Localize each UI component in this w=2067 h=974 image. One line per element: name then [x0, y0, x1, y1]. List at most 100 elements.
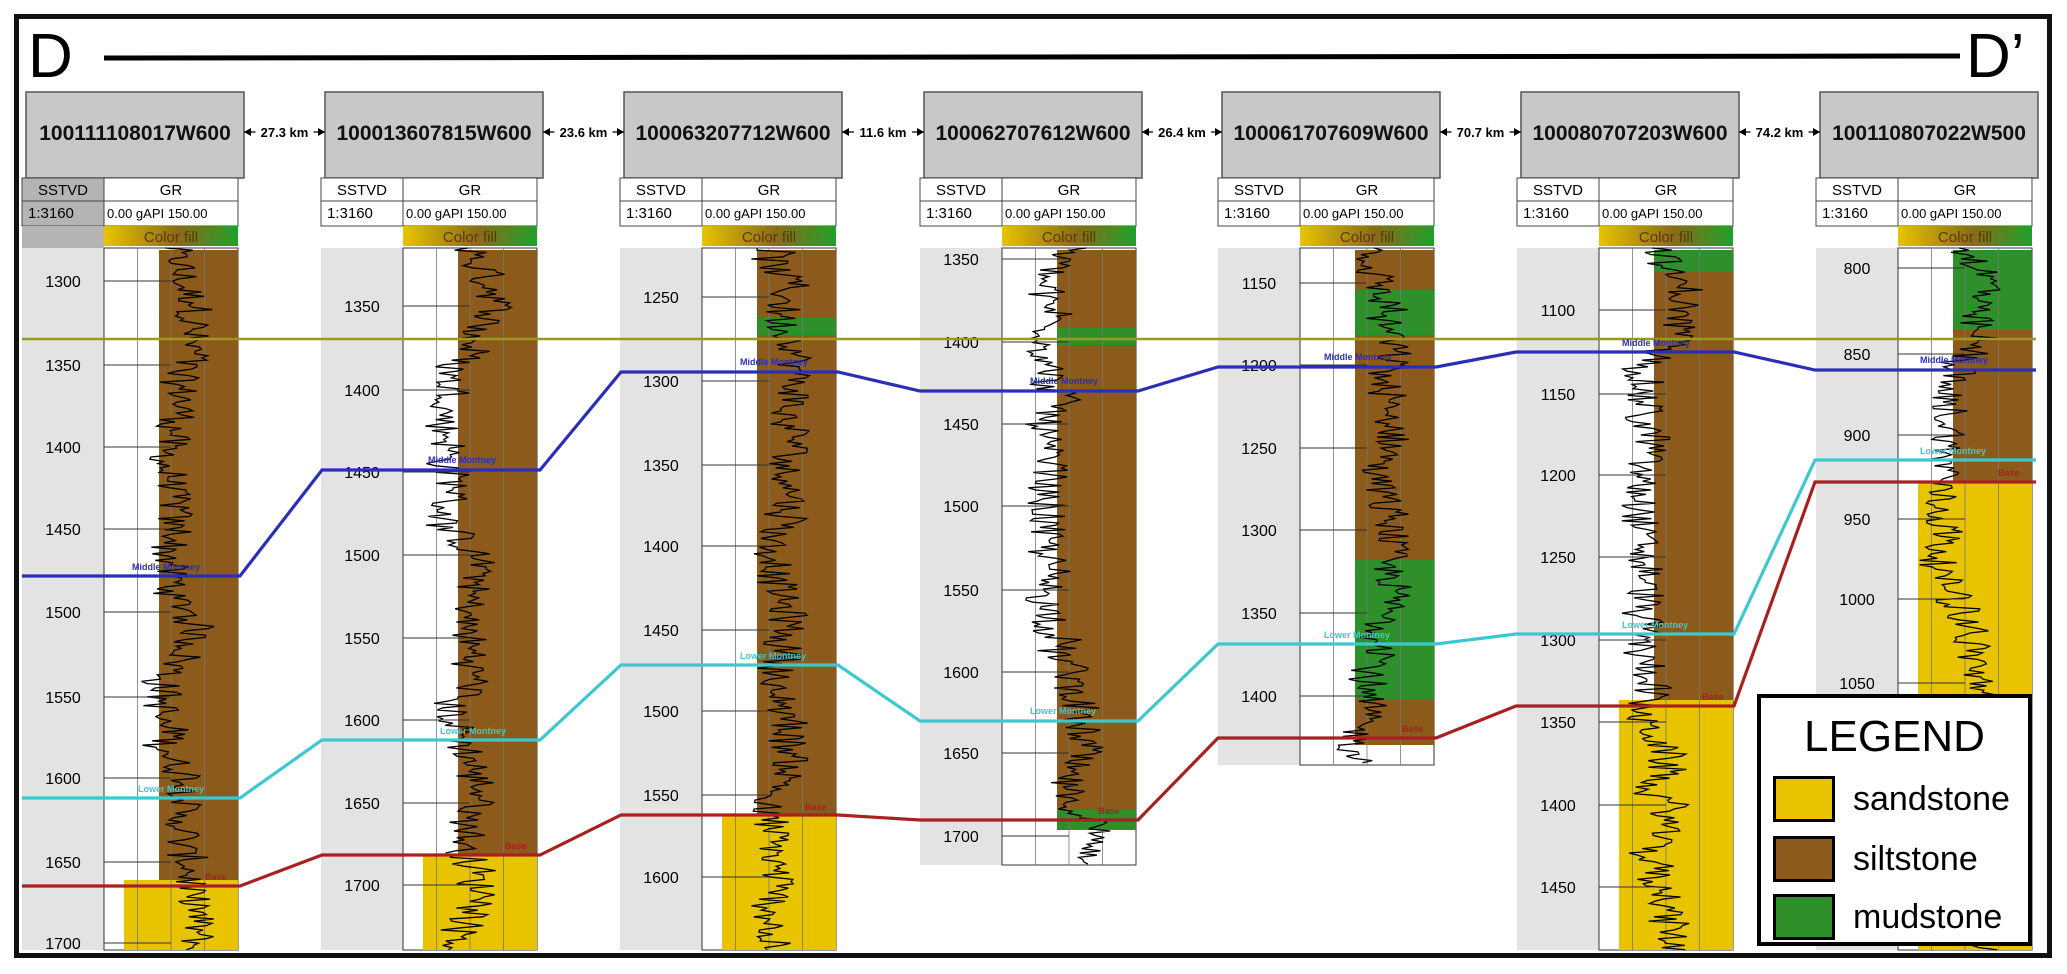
horizon-pick-label: Base — [205, 872, 227, 882]
depth-tick-label: 1650 — [344, 796, 380, 813]
scale-label: 1:3160 — [1224, 205, 1270, 222]
gr-range-header — [1299, 200, 1435, 227]
depth-tick-label: 1500 — [943, 499, 979, 516]
scale-label: 1:3160 — [1822, 205, 1868, 222]
depth-tick-label: 1300 — [643, 374, 679, 391]
color-fill-bar — [1898, 226, 2032, 246]
gr-range-header — [402, 200, 538, 227]
depth-tick-label: 1400 — [643, 539, 679, 556]
gr-curve — [1620, 247, 1703, 951]
depth-tick-label: 1250 — [643, 290, 679, 307]
scale-header — [619, 200, 703, 227]
depth-tick-label: 1350 — [643, 458, 679, 475]
well-track: 100061707609W600 SSTVD 1:3160 GR 0.00 gAPI 1… — [1217, 91, 1441, 766]
depth-column-label: SSTVD — [1832, 182, 1882, 199]
horizon-pick-label: Base — [1998, 468, 2020, 478]
depth-tick-label: 1000 — [1839, 592, 1875, 609]
well-spacing-label: 23.6 km — [560, 125, 608, 140]
depth-tick-label: 1350 — [45, 358, 81, 375]
lithology-band-silt — [458, 250, 537, 855]
color-fill-label: Color fill — [742, 229, 796, 246]
depth-tick-label: 1400 — [45, 440, 81, 457]
horizon-pick-label: Middle Montney — [132, 562, 200, 572]
well-header — [923, 91, 1143, 179]
depth-tick-label: 1550 — [943, 583, 979, 600]
horizon-pick-label: Middle Montney — [1030, 376, 1098, 386]
spacing-arrowhead — [244, 128, 251, 136]
depth-tick-label: 1600 — [643, 870, 679, 887]
horizon-pick-label: Base — [1402, 724, 1424, 734]
depth-spacer — [22, 226, 104, 248]
color-fill-bar — [403, 226, 537, 246]
depth-tick-label: 1300 — [45, 274, 81, 291]
depth-track — [920, 248, 1002, 865]
depth-tick-label: 1400 — [344, 383, 380, 400]
lithology-band-sand — [1619, 700, 1733, 950]
gr-range-header — [1001, 200, 1137, 227]
depth-tick-label: 1300 — [1241, 523, 1277, 540]
spacing-label-bg — [255, 122, 314, 140]
depth-tick-label: 1300 — [1540, 633, 1576, 650]
color-fill-bar — [702, 226, 836, 246]
horizon-pick-label: Middle Montney — [428, 455, 496, 465]
section-line — [103, 53, 1961, 61]
well-name: 100063207712W600 — [635, 122, 830, 145]
horizon-pick-label: Lower Montney — [138, 784, 204, 794]
depth-tick-label: 850 — [1844, 347, 1871, 364]
gr-curve — [751, 247, 813, 951]
gr-range-header — [1897, 200, 2033, 227]
spacing-label-bg — [854, 122, 912, 140]
well-name: 100062707612W600 — [935, 122, 1130, 145]
scale-label: 1:3160 — [926, 205, 972, 222]
horizon-line — [22, 458, 2036, 800]
depth-tick-label: 1050 — [1839, 676, 1875, 693]
lithology-legend: LEGEND sandstone siltstone mudstone — [1757, 694, 2032, 946]
gr-curve — [425, 247, 514, 951]
gr-curve — [1024, 247, 1111, 865]
horizon-pick-label: Base — [1098, 806, 1120, 816]
depth-tick-label: 1250 — [1540, 550, 1576, 567]
depth-track — [620, 248, 702, 950]
depth-tick-label: 1650 — [943, 746, 979, 763]
depth-column-label: SSTVD — [38, 182, 88, 199]
depth-tick-label: 1550 — [643, 788, 679, 805]
well-spacing-label: 70.7 km — [1457, 125, 1505, 140]
legend-title: LEGEND — [1804, 712, 1985, 761]
depth-tick-label: 1350 — [344, 299, 380, 316]
lithology-band-silt — [1057, 250, 1136, 328]
horizon-pick-label: Middle Montney — [740, 357, 808, 367]
color-fill-label: Color fill — [1639, 229, 1693, 246]
depth-tick-label: 1350 — [1540, 715, 1576, 732]
depth-tick-label: 1400 — [1540, 798, 1576, 815]
depth-tick-label: 800 — [1844, 261, 1871, 278]
well-track: 100062707612W600 SSTVD 1:3160 GR 0.00 gAPI 1… — [919, 91, 1143, 866]
well-name: 100013607815W600 — [336, 122, 531, 145]
well-header — [25, 91, 245, 179]
gr-curve — [141, 247, 215, 951]
depth-tick-label: 1700 — [344, 878, 380, 895]
gr-range-label: 0.00 gAPI 150.00 — [406, 206, 506, 221]
horizon-pick-label: Lower Montney — [1920, 446, 1986, 456]
gr-range-label: 0.00 gAPI 150.00 — [107, 206, 207, 221]
horizon-pick-label: Middle Montney — [1324, 352, 1392, 362]
horizon-pick-label: Lower Montney — [740, 651, 806, 661]
color-fill-label: Color fill — [1340, 229, 1394, 246]
scale-header — [919, 200, 1003, 227]
legend-item-mudstone: mudstone — [1773, 894, 2023, 946]
color-fill-label: Color fill — [443, 229, 497, 246]
color-fill-bar — [1599, 226, 1733, 246]
spacing-label-bg — [554, 122, 613, 140]
horizon-pick-label: Lower Montney — [440, 726, 506, 736]
color-fill-bar — [104, 226, 238, 246]
lithology-band-sand — [722, 815, 836, 950]
gr-label: GR — [758, 182, 781, 199]
horizon-pick-label: Lower Montney — [1324, 630, 1390, 640]
depth-tick-label: 1200 — [1540, 468, 1576, 485]
section-end-label: D’ — [1966, 22, 2025, 91]
color-fill-bar — [1002, 226, 1136, 246]
well-spacing-label: 74.2 km — [1756, 125, 1804, 140]
gr-label: GR — [1058, 182, 1081, 199]
lithology-band-sand — [124, 880, 238, 950]
spacing-arrowhead — [617, 128, 624, 136]
gr-range-label: 0.00 gAPI 150.00 — [1602, 206, 1702, 221]
